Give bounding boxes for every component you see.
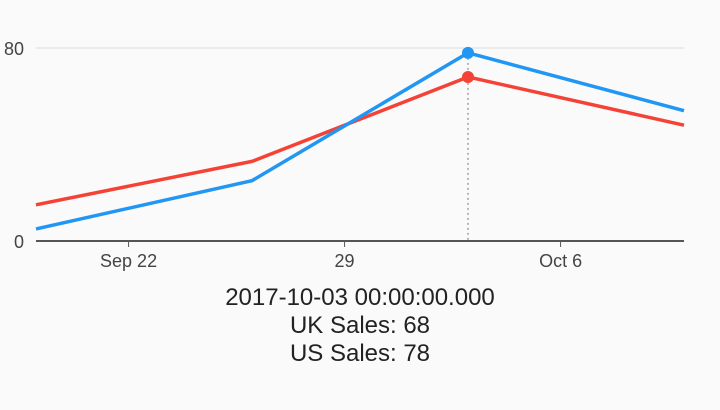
x-tick-label-1: 29	[335, 251, 355, 271]
readout-uk-sales: UK Sales: 68	[289, 312, 431, 339]
readout-us-sales: US Sales: 78	[289, 340, 431, 367]
y-tick-label-0: 0	[14, 232, 24, 252]
y-tick-label-80: 80	[4, 39, 24, 59]
x-tick-label-0: Sep 22	[100, 251, 157, 271]
selected-point-us-sales	[462, 46, 474, 59]
series-line-uk-sales	[35, 75, 685, 207]
selected-point-uk-sales	[462, 70, 474, 83]
x-tick-label-2: Oct 6	[539, 251, 582, 271]
readout-timestamp: 2017-10-03 00:00:00.000	[225, 284, 495, 311]
selection-readout: 2017-10-03 00:00:00.000 UK Sales: 68 US …	[0, 284, 720, 368]
series-line-us-sales	[35, 51, 685, 231]
